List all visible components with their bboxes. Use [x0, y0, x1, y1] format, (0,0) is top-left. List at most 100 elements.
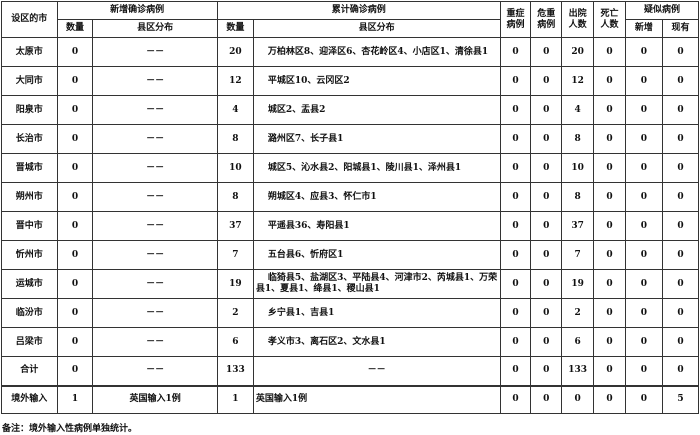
cell-total-dist: 临猗县5、盐湖区3、平陆县4、河津市2、芮城县1、万荣县1、夏县1、绛县1、稷山… [252, 269, 501, 299]
header-suspected-new: 新增 [624, 19, 663, 38]
cell-new-count: 0 [56, 298, 94, 328]
table-row: 忻州市 0 －－ 7 五台县6、忻府区1 0 0 7 0 0 0 [1, 240, 700, 270]
cell-severe: 0 [499, 269, 532, 299]
cell-susp-cur: 0 [661, 298, 700, 328]
cell-total-count: 37 [216, 211, 254, 241]
cell-severe: 0 [499, 182, 532, 212]
cell-susp-cur: 0 [661, 240, 700, 270]
cell-total-dist: 五台县6、忻府区1 [252, 240, 501, 270]
cell-discharged: 37 [561, 211, 595, 241]
cell-severe: 0 [499, 66, 532, 96]
table-row: 运城市 0 －－ 19 临猗县5、盐湖区3、平陆县4、河津市2、芮城县1、万荣县1、夏县… [1, 269, 700, 299]
header-severe: 重症病例 [499, 1, 532, 38]
table-row: 晋城市 0 －－ 10 城区5、沁水县2、阳城县1、陵川县1、泽州县1 0 0 10 0 0 0 [1, 153, 700, 183]
cell-total-count: 8 [216, 124, 254, 154]
cell-deaths: 0 [593, 37, 626, 67]
cell-critical: 0 [530, 182, 563, 212]
cell-city: 长治市 [1, 124, 58, 154]
covid-case-table: 设区的市 新增确诊病例 累计确诊病例 重症病例 危重病例 出院人数 死亡人数 疑… [1, 1, 700, 414]
cell-deaths: 0 [593, 153, 626, 183]
table-body: 太原市 0 －－ 20 万柏林区8、迎泽区6、杏花岭区4、小店区1、清徐县1 0 0 20 0 0… [1, 37, 700, 414]
cell-discharged: 7 [561, 240, 595, 270]
cell-total-dist: －－ [252, 356, 501, 386]
footnote: 备注：境外输入性病例单独统计。 [2, 424, 138, 434]
cell-deaths: 0 [593, 356, 626, 386]
cell-severe: 0 [499, 385, 532, 414]
cell-total-count: 6 [216, 327, 254, 357]
cell-deaths: 0 [593, 269, 626, 299]
cell-severe: 0 [499, 240, 532, 270]
cell-city: 合计 [1, 356, 58, 386]
cell-new-dist: －－ [92, 95, 218, 125]
cell-total-count: 20 [216, 37, 254, 67]
cell-total-count: 2 [216, 298, 254, 328]
cell-city: 境外输入 [1, 385, 58, 414]
cell-new-dist: －－ [92, 182, 218, 212]
cell-deaths: 0 [593, 182, 626, 212]
cell-susp-cur: 0 [661, 153, 700, 183]
cell-critical: 0 [530, 211, 563, 241]
cell-new-dist: －－ [92, 240, 218, 270]
cell-new-dist: －－ [92, 66, 218, 96]
cell-new-dist: －－ [92, 298, 218, 328]
table-row: 大同市 0 －－ 12 平城区10、云冈区2 0 0 12 0 0 0 [1, 66, 700, 96]
header-suspected: 疑似病例 [624, 1, 700, 20]
cell-total-count: 8 [216, 182, 254, 212]
cell-susp-cur: 0 [661, 124, 700, 154]
cell-new-count: 1 [56, 385, 94, 414]
cell-severe: 0 [499, 211, 532, 241]
cell-critical: 0 [530, 385, 563, 414]
cell-severe: 0 [499, 327, 532, 357]
cell-susp-new: 0 [624, 124, 663, 154]
cell-city: 晋城市 [1, 153, 58, 183]
cell-new-dist: －－ [92, 211, 218, 241]
cell-discharged: 8 [561, 182, 595, 212]
header-new-count: 数量 [56, 19, 94, 38]
cell-deaths: 0 [593, 385, 626, 414]
cell-critical: 0 [530, 37, 563, 67]
cell-susp-new: 0 [624, 37, 663, 67]
cell-discharged: 0 [561, 385, 595, 414]
cell-new-count: 0 [56, 153, 94, 183]
cell-discharged: 20 [561, 37, 595, 67]
table-row: 太原市 0 －－ 20 万柏林区8、迎泽区6、杏花岭区4、小店区1、清徐县1 0 0 20 0 0… [1, 37, 700, 67]
cell-new-dist: －－ [92, 124, 218, 154]
cell-critical: 0 [530, 269, 563, 299]
cell-critical: 0 [530, 298, 563, 328]
cell-total-dist: 孝义市3、离石区2、文水县1 [252, 327, 501, 357]
cell-severe: 0 [499, 356, 532, 386]
header-total-confirmed: 累计确诊病例 [216, 1, 501, 20]
cell-new-count: 0 [56, 269, 94, 299]
cell-discharged: 12 [561, 66, 595, 96]
cell-susp-cur: 0 [661, 37, 700, 67]
cell-susp-new: 0 [624, 298, 663, 328]
table-row: 朔州市 0 －－ 8 朔城区4、应县3、怀仁市1 0 0 8 0 0 0 [1, 182, 700, 212]
cell-severe: 0 [499, 95, 532, 125]
cell-new-dist: －－ [92, 327, 218, 357]
cell-new-count: 0 [56, 95, 94, 125]
cell-new-dist: －－ [92, 356, 218, 386]
cell-new-count: 0 [56, 37, 94, 67]
cell-susp-new: 0 [624, 153, 663, 183]
cell-discharged: 10 [561, 153, 595, 183]
cell-susp-new: 0 [624, 269, 663, 299]
cell-total-count: 4 [216, 95, 254, 125]
cell-discharged: 6 [561, 327, 595, 357]
cell-new-count: 0 [56, 356, 94, 386]
cell-total-count: 10 [216, 153, 254, 183]
cell-city: 临汾市 [1, 298, 58, 328]
cell-new-count: 0 [56, 124, 94, 154]
cell-city: 阳泉市 [1, 95, 58, 125]
cell-discharged: 8 [561, 124, 595, 154]
cell-city: 大同市 [1, 66, 58, 96]
cell-critical: 0 [530, 327, 563, 357]
header-city: 设区的市 [1, 1, 58, 38]
cell-susp-new: 0 [624, 385, 663, 414]
cell-susp-cur: 0 [661, 211, 700, 241]
cell-total-count: 7 [216, 240, 254, 270]
cell-city: 太原市 [1, 37, 58, 67]
cell-city: 运城市 [1, 269, 58, 299]
header-new-confirmed: 新增确诊病例 [56, 1, 218, 20]
cell-discharged: 4 [561, 95, 595, 125]
cell-city: 忻州市 [1, 240, 58, 270]
